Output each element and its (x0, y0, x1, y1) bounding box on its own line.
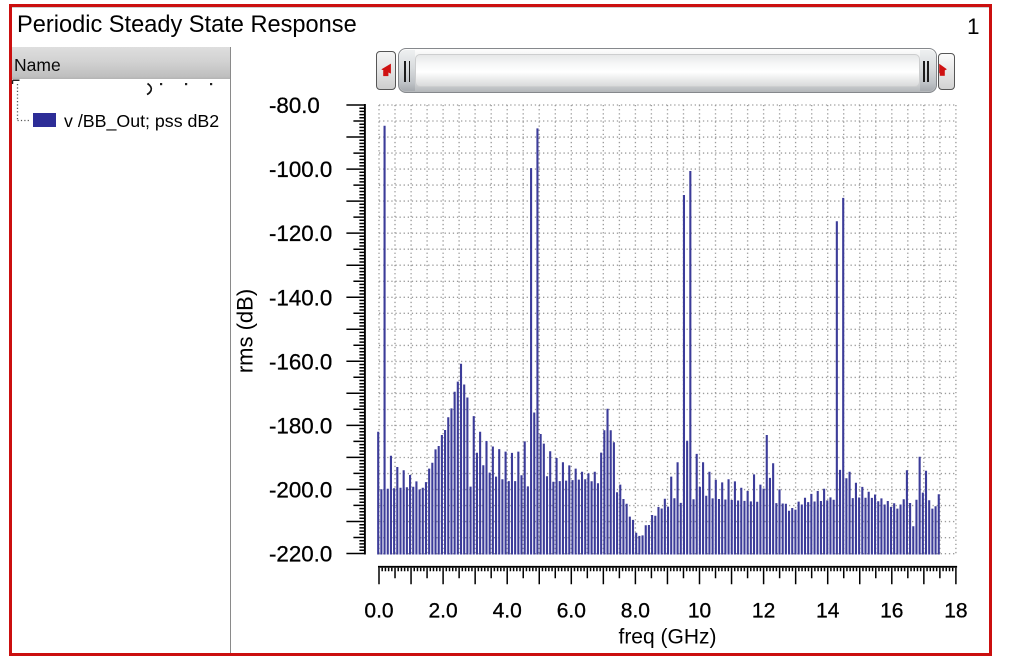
svg-text:2.0: 2.0 (428, 600, 457, 623)
svg-text:8.0: 8.0 (621, 600, 650, 623)
svg-text:12: 12 (752, 600, 775, 623)
svg-text:4.0: 4.0 (493, 600, 522, 623)
svg-text:0.0: 0.0 (364, 600, 393, 623)
svg-text:14: 14 (816, 600, 840, 623)
svg-text:10: 10 (688, 600, 711, 623)
svg-text:-120.0: -120.0 (269, 221, 332, 246)
svg-text:18: 18 (944, 600, 967, 623)
svg-text:6.0: 6.0 (557, 600, 586, 623)
svg-text:-100.0: -100.0 (269, 157, 332, 182)
svg-text:-160.0: -160.0 (269, 349, 332, 374)
svg-text:freq (GHz): freq (GHz) (618, 626, 716, 649)
svg-text:16: 16 (880, 600, 903, 623)
svg-text:-180.0: -180.0 (269, 413, 332, 438)
svg-text:rms (dB): rms (dB) (233, 289, 258, 373)
svg-text:-200.0: -200.0 (269, 478, 332, 503)
svg-text:-80.0: -80.0 (269, 93, 320, 118)
svg-text:-140.0: -140.0 (269, 285, 332, 310)
svg-text:-220.0: -220.0 (269, 542, 332, 567)
